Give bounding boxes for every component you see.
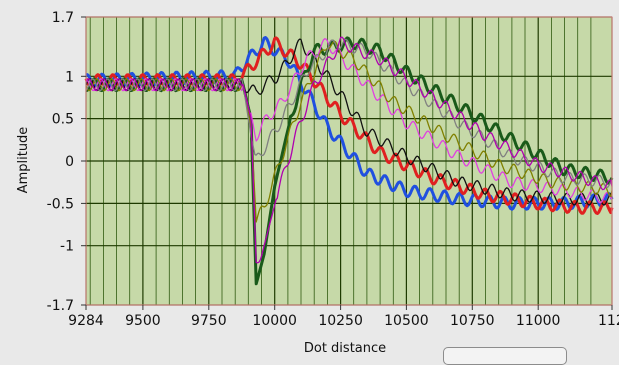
y-tick-label: 1.7: [52, 10, 74, 26]
x-tick-label: 10500: [384, 313, 429, 329]
series-line-2: [84, 36, 614, 215]
x-tick-label: 10250: [318, 313, 363, 329]
cursor-control[interactable]: [443, 347, 567, 365]
series-lines: [84, 36, 614, 286]
y-tick-label: -0.5: [47, 196, 74, 212]
tick-marks: [81, 16, 613, 310]
y-tick-label: 0: [65, 154, 74, 170]
y-tick-label: -1: [60, 239, 74, 255]
x-axis-label: Dot distance: [304, 341, 386, 356]
line-chart: -1.7 -1 -0.5 0 0.5 1 1.7 9284 9500 9750 10000 1025…: [16, 10, 619, 356]
x-tick-label: 9750: [191, 313, 227, 329]
x-tick-labels: 9284 9500 9750 10000 10250 10500 10750 11000 112…: [68, 313, 619, 329]
x-tick-label: 9284: [68, 313, 104, 329]
series-line-8: [85, 36, 613, 264]
x-tick-label: 10750: [450, 313, 495, 329]
x-tick-label: 11000: [516, 313, 561, 329]
x-tick-label: 1128: [598, 313, 619, 329]
y-tick-label: -1.7: [47, 298, 74, 314]
y-axis-label: Amplitude: [16, 127, 31, 194]
chart-window: -1.7 -1 -0.5 0 0.5 1 1.7 9284 9500 9750 10000 1025…: [16, 10, 619, 365]
series-line-5: [85, 38, 613, 204]
y-tick-label: 1: [65, 69, 74, 85]
x-tick-label: 9500: [125, 313, 161, 329]
series-line-4: [85, 38, 613, 206]
x-tick-label: 10000: [252, 313, 297, 329]
y-tick-label: 0.5: [52, 112, 74, 128]
y-tick-labels: -1.7 -1 -0.5 0 0.5 1 1.7: [47, 10, 74, 314]
